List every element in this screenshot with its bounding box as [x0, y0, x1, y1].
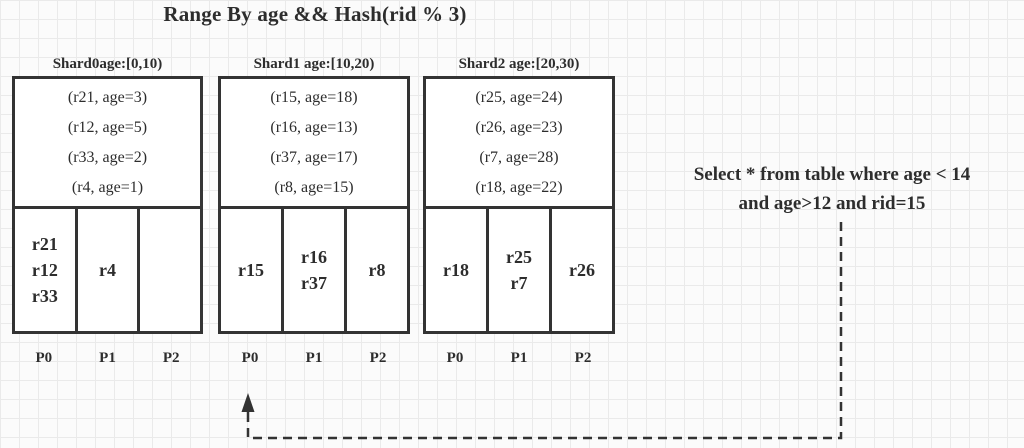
record-item: (r37, age=17): [270, 148, 358, 166]
shard0-partition-p1: r4: [78, 209, 141, 331]
record-item: (r33, age=2): [67, 148, 148, 166]
record-item: (r16, age=13): [270, 118, 358, 136]
record-item: (r4, age=1): [71, 178, 144, 196]
shard2-box: (r25, age=24) (r26, age=23) (r7, age=28)…: [423, 76, 615, 334]
shard0-partition-labels: P0 P1 P2: [12, 350, 203, 367]
shard1-partition-p1: r16 r37: [284, 209, 347, 331]
shard0-partition-p2: [140, 209, 200, 331]
shard2-label: Shard2 age:[20,30): [458, 56, 580, 72]
partition-label-p2: P2: [369, 350, 387, 366]
partition-record: r12: [31, 260, 58, 280]
shard1-box: (r15, age=18) (r16, age=13) (r37, age=17…: [218, 76, 410, 334]
arrowhead-up-icon: [241, 393, 255, 412]
shard1-records: (r15, age=18) (r16, age=13) (r37, age=17…: [221, 79, 407, 209]
shard2-partition-p1: r25 r7: [489, 209, 552, 331]
partition-label-p1: P1: [305, 350, 323, 366]
shard0-group: Shard0age:[0,10) (r21, age=3) (r12, age=…: [12, 53, 203, 367]
partition-label-p1: P1: [99, 350, 116, 366]
query-line-1: Select * from table where age < 14: [693, 164, 971, 185]
query-line-2: and age>12 and rid=15: [738, 193, 926, 214]
partition-record: r21: [31, 234, 58, 254]
partition-label-p2: P2: [162, 350, 180, 366]
partition-label-p1: P1: [510, 350, 528, 366]
record-item: (r7, age=28): [479, 148, 559, 166]
shard1-group: Shard1 age:[10,20) (r15, age=18) (r16, a…: [218, 53, 410, 367]
partition-record: r15: [238, 260, 264, 280]
shard2-partitions: r18 r25 r7 r26: [426, 209, 612, 331]
shard1-partition-labels: P0 P1 P2: [218, 350, 410, 367]
shard1-partition-p2: r8: [347, 209, 407, 331]
record-item: (r8, age=15): [274, 178, 354, 196]
partition-label-p0: P0: [241, 350, 259, 366]
query-annotation: Select * from table where age < 14 and a…: [640, 160, 1024, 218]
record-item: (r15, age=18): [270, 88, 358, 106]
diagram-title: Range By age && Hash(rid % 3): [163, 2, 467, 26]
record-item: (r25, age=24): [475, 88, 563, 106]
shard0-partitions: r21 r12 r33 r4: [15, 209, 200, 331]
partition-record: r33: [31, 286, 58, 306]
partition-label-p0: P0: [35, 350, 53, 366]
shard2-group: Shard2 age:[20,30) (r25, age=24) (r26, a…: [423, 53, 615, 367]
shard0-box: (r21, age=3) (r12, age=5) (r33, age=2) (…: [12, 76, 203, 334]
shard1-partitions: r15 r16 r37 r8: [221, 209, 407, 331]
shard1-partition-p0: r15: [221, 209, 284, 331]
partition-record: r26: [569, 260, 595, 280]
record-item: (r18, age=22): [475, 178, 563, 196]
shard0-label: Shard0age:[0,10): [52, 56, 163, 72]
shard2-records: (r25, age=24) (r26, age=23) (r7, age=28)…: [426, 79, 612, 209]
partition-record: r25: [506, 247, 532, 267]
shard2-partition-p0: r18: [426, 209, 489, 331]
shard0-partition-p0: r21 r12 r33: [15, 209, 78, 331]
shard0-records: (r21, age=3) (r12, age=5) (r33, age=2) (…: [15, 79, 200, 209]
partition-label-p0: P0: [446, 350, 464, 366]
shard1-label: Shard1 age:[10,20): [253, 56, 375, 72]
partition-label-p2: P2: [574, 350, 592, 366]
partition-record: r16: [301, 247, 327, 267]
partition-record: r7: [510, 273, 528, 293]
partition-record: r4: [99, 260, 116, 280]
partition-record: r37: [301, 273, 327, 293]
shard2-partition-p2: r26: [552, 209, 612, 331]
record-item: (r21, age=3): [67, 88, 148, 106]
shard2-partition-labels: P0 P1 P2: [423, 350, 615, 367]
record-item: (r12, age=5): [67, 118, 148, 136]
partition-record: r8: [368, 260, 386, 280]
partition-record: r18: [443, 260, 469, 280]
record-item: (r26, age=23): [475, 118, 563, 136]
